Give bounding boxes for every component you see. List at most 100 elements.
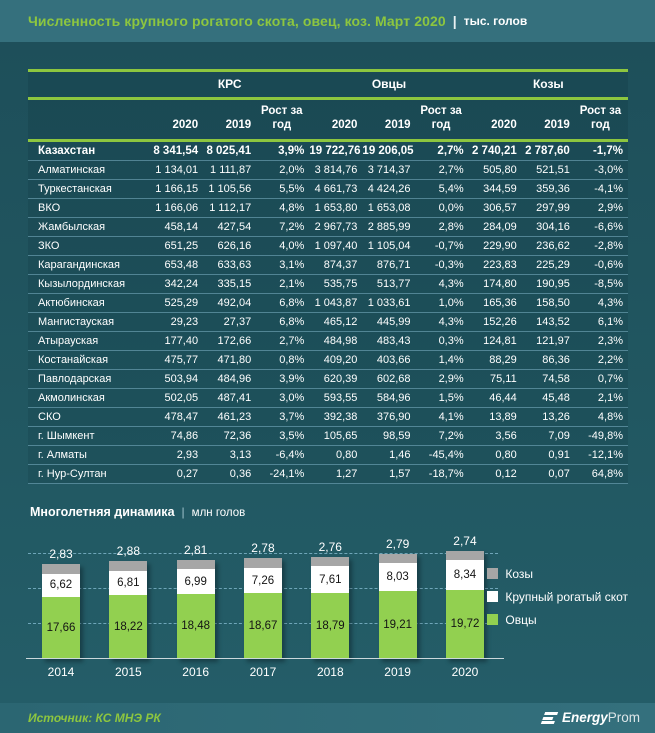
table-cell: 74,58 bbox=[521, 369, 575, 389]
bar-top-value: 2,81 bbox=[183, 542, 208, 557]
table-cell: 409,20 bbox=[309, 350, 363, 370]
table-cell: 584,96 bbox=[362, 388, 416, 408]
table-cell: 653,48 bbox=[150, 255, 204, 275]
segment-value: 18,67 bbox=[248, 619, 278, 632]
table-cell: 223,83 bbox=[468, 255, 522, 275]
bar-top-value: 2,83 bbox=[49, 546, 73, 561]
segment-2014-2 bbox=[42, 563, 80, 574]
chart-bars: 2,83 6,62 17,66 2,88 6,81 18,22 2,81 6,99 18,48 2… bbox=[28, 533, 498, 659]
table-cell: 152,26 bbox=[468, 312, 522, 332]
table-cell: 236,62 bbox=[521, 236, 575, 256]
table-row: г. Шымкент 74,86 72,36 3,5% 105,65 98,59 7,2% 3… bbox=[28, 426, 628, 446]
segment-2014-0: 17,66 bbox=[42, 596, 80, 659]
chart-plot: 2,83 6,62 17,66 2,88 6,81 18,22 2,81 6,99 18,48 2… bbox=[26, 533, 504, 659]
table-cell: 626,16 bbox=[203, 236, 257, 256]
table-cell: 86,36 bbox=[521, 350, 575, 370]
subheader-cell: Рост за год bbox=[415, 98, 469, 142]
chart-legend: Козы Крупный рогатый скот Овцы bbox=[487, 567, 628, 627]
legend-swatch-icon bbox=[487, 591, 499, 603]
table-cell: 513,77 bbox=[362, 274, 416, 294]
table-cell: -45,4% bbox=[415, 445, 469, 465]
table-cell: 1 166,06 bbox=[150, 198, 204, 218]
x-tick-label: 2016 bbox=[182, 664, 209, 679]
table-cell: 1 043,87 bbox=[309, 293, 363, 313]
table-cell: 4,3% bbox=[415, 312, 469, 332]
legend-item: Козы bbox=[487, 567, 628, 581]
content-area: КРС Овцы Козы 2020 2019 Рост за год 2020 201… bbox=[0, 42, 655, 703]
segment-2019-0: 19,21 bbox=[378, 591, 417, 659]
table-cell: 4,8% bbox=[256, 198, 310, 218]
subheader-cell: 2019 bbox=[362, 98, 416, 142]
table-cell: 3,56 bbox=[468, 426, 522, 446]
table-cell: 505,80 bbox=[468, 160, 522, 180]
table-cell: 0,7% bbox=[574, 369, 628, 389]
table-cell: 19 206,05 bbox=[362, 140, 416, 161]
table-cell: 121,97 bbox=[521, 331, 575, 351]
table-cell: 2,9% bbox=[415, 369, 469, 389]
table-cell: -12,1% bbox=[574, 445, 628, 465]
region-name: Алматинская bbox=[28, 160, 151, 180]
table-cell: 2,7% bbox=[256, 331, 310, 351]
table-cell: 2,2% bbox=[574, 350, 628, 370]
segment-2018-0: 18,79 bbox=[311, 592, 350, 659]
table-cell: 29,23 bbox=[150, 312, 204, 332]
table-cell: 4,3% bbox=[415, 274, 469, 294]
table-row: ЗКО 651,25 626,16 4,0% 1 097,40 1 105,04 -0,7%… bbox=[28, 236, 628, 256]
bar-stack: 8,03 19,21 bbox=[378, 553, 417, 659]
region-name: Актюбинская bbox=[28, 293, 151, 313]
bar-top-value: 2,74 bbox=[453, 533, 477, 548]
table-row: Актюбинская 525,29 492,04 6,8% 1 043,87 1 033… bbox=[28, 293, 628, 313]
table-row: г. Нур-Султан 0,27 0,36 -24,1% 1,27 1,57 -18,7… bbox=[28, 464, 628, 484]
x-tick-label: 2018 bbox=[316, 664, 344, 679]
table-cell: 0,0% bbox=[415, 198, 469, 218]
table-cell: 2,0% bbox=[256, 160, 310, 180]
table-cell: 876,71 bbox=[362, 255, 416, 275]
table-cell: -3,0% bbox=[574, 160, 628, 180]
legend-label: Козы bbox=[505, 566, 534, 581]
table-cell: 376,90 bbox=[362, 407, 416, 427]
table-cell: -6,6% bbox=[574, 217, 628, 237]
region-name: Карагандинская bbox=[28, 255, 151, 275]
table-cell: -6,4% bbox=[256, 445, 310, 465]
livestock-table: КРС Овцы Козы 2020 2019 Рост за год 2020 201… bbox=[28, 69, 628, 484]
chart-unit: млн голов bbox=[191, 506, 246, 519]
x-tick-label: 2020 bbox=[451, 664, 479, 679]
table-cell: 3,1% bbox=[256, 255, 310, 275]
table-cell: 1 653,80 bbox=[309, 198, 363, 218]
table-row: Атырауская 177,40 172,66 2,7% 484,98 483,43 0,… bbox=[28, 331, 628, 351]
footer-bar: Источник: КС МНЭ РК EnergyProm bbox=[0, 702, 655, 733]
table-cell: 229,90 bbox=[468, 236, 522, 256]
table-row: СКО 478,47 461,23 3,7% 392,38 376,90 4,1% 13,89… bbox=[28, 407, 628, 427]
region-name: Мангистауская bbox=[28, 312, 151, 332]
region-name: Жамбылская bbox=[28, 217, 151, 237]
table-cell: 1 166,15 bbox=[150, 179, 204, 199]
x-tick-label: 2017 bbox=[249, 664, 277, 679]
table-cell: 64,8% bbox=[574, 464, 628, 484]
table-cell: 392,38 bbox=[309, 407, 363, 427]
chart-baseline bbox=[26, 657, 504, 659]
table-cell: 593,55 bbox=[309, 388, 363, 408]
bar-stack: 7,61 18,79 bbox=[311, 556, 350, 659]
table-cell: 2,1% bbox=[574, 388, 628, 408]
table-cell: 4,8% bbox=[574, 407, 628, 427]
energyprom-logo-icon bbox=[540, 711, 559, 724]
table-cell: 2,7% bbox=[415, 160, 469, 180]
bar-top-value: 2,78 bbox=[251, 541, 275, 556]
table-cell: -2,8% bbox=[574, 236, 628, 256]
segment-2017-1: 7,26 bbox=[243, 567, 282, 594]
table-cell: -0,7% bbox=[415, 236, 469, 256]
table-cell: 461,23 bbox=[203, 407, 257, 427]
table-body: Казахстан 8 341,54 8 025,41 3,9% 19 722,76 19… bbox=[28, 140, 628, 484]
table-cell: 98,59 bbox=[362, 426, 416, 446]
region-name: Кызылординская bbox=[28, 274, 151, 294]
subheader-cell: 2019 bbox=[521, 98, 575, 142]
region-name: Атырауская bbox=[28, 331, 151, 351]
table-cell: 342,24 bbox=[150, 274, 204, 294]
bar-group-2014: 2,83 6,62 17,66 bbox=[42, 547, 80, 659]
segment-2016-2 bbox=[176, 559, 215, 570]
table-row: Карагандинская 653,48 633,63 3,1% 874,37 876,… bbox=[28, 255, 628, 275]
chart-title: Многолетняя динамика bbox=[30, 504, 175, 519]
bar-group-2017: 2,78 7,26 18,67 bbox=[243, 541, 282, 659]
table-row: Павлодарская 503,94 484,96 3,9% 620,39 602,68… bbox=[28, 369, 628, 389]
